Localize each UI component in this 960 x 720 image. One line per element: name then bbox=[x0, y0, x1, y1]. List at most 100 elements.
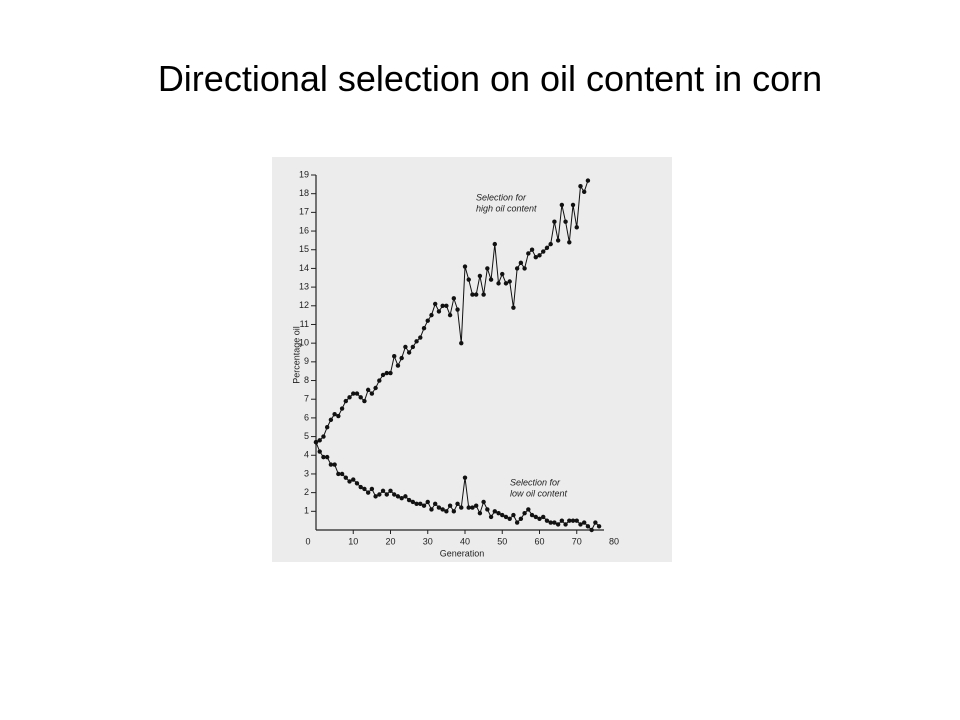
data-point bbox=[481, 292, 486, 297]
data-point bbox=[339, 471, 345, 477]
data-point bbox=[518, 516, 524, 521]
data-point bbox=[559, 518, 565, 523]
y-tick-label: 16 bbox=[299, 225, 309, 235]
data-point bbox=[500, 512, 505, 518]
data-point bbox=[406, 350, 412, 355]
data-point bbox=[533, 514, 538, 520]
annotation: Selection for bbox=[476, 192, 527, 202]
data-point bbox=[555, 522, 561, 527]
data-point bbox=[392, 492, 397, 497]
data-point bbox=[563, 522, 568, 527]
data-point bbox=[421, 503, 427, 508]
data-point bbox=[526, 251, 531, 256]
data-point bbox=[351, 391, 356, 396]
data-point bbox=[574, 225, 579, 230]
data-point bbox=[552, 219, 557, 224]
x-tick-label: 0 bbox=[305, 536, 310, 546]
x-axis-label: Generation bbox=[440, 548, 485, 558]
data-point bbox=[574, 518, 579, 523]
data-point bbox=[421, 326, 427, 331]
data-point bbox=[511, 512, 516, 518]
data-point bbox=[351, 477, 356, 482]
y-tick-label: 2 bbox=[304, 487, 309, 497]
data-point bbox=[526, 507, 531, 512]
data-point bbox=[392, 354, 397, 359]
data-point bbox=[384, 370, 389, 376]
data-point bbox=[578, 522, 583, 527]
data-point bbox=[567, 240, 572, 245]
data-point bbox=[496, 281, 501, 286]
data-point bbox=[492, 241, 497, 247]
x-tick-label: 40 bbox=[460, 536, 470, 546]
data-point bbox=[395, 494, 401, 499]
data-point bbox=[593, 520, 598, 525]
data-point bbox=[354, 481, 360, 486]
data-point bbox=[455, 307, 460, 312]
data-point bbox=[559, 202, 565, 208]
data-point bbox=[462, 264, 468, 269]
data-point bbox=[548, 520, 553, 525]
data-point bbox=[377, 378, 382, 383]
data-point bbox=[462, 475, 468, 480]
data-point bbox=[358, 395, 363, 400]
data-point bbox=[399, 355, 404, 361]
data-point bbox=[384, 492, 389, 497]
data-point bbox=[507, 516, 512, 521]
data-point bbox=[537, 516, 542, 521]
data-point bbox=[324, 425, 330, 430]
data-point bbox=[582, 520, 587, 525]
data-point bbox=[570, 518, 576, 523]
data-point bbox=[514, 520, 520, 525]
data-point bbox=[380, 488, 386, 493]
data-point bbox=[429, 312, 434, 318]
data-point bbox=[328, 462, 334, 467]
data-point bbox=[503, 514, 509, 520]
data-point bbox=[596, 524, 602, 529]
data-point bbox=[492, 509, 497, 514]
y-tick-label: 10 bbox=[299, 338, 309, 348]
y-tick-label: 13 bbox=[299, 281, 309, 291]
data-point bbox=[485, 507, 490, 512]
data-point bbox=[339, 406, 345, 411]
annotation: Selection for bbox=[510, 477, 561, 487]
data-point bbox=[347, 395, 352, 400]
data-point bbox=[537, 253, 542, 258]
y-tick-label: 4 bbox=[304, 450, 309, 460]
x-tick-label: 60 bbox=[534, 536, 544, 546]
y-tick-label: 9 bbox=[304, 356, 309, 366]
data-point bbox=[343, 398, 348, 404]
y-tick-label: 19 bbox=[299, 169, 309, 179]
data-point bbox=[436, 309, 442, 314]
data-point bbox=[418, 335, 423, 340]
annotation: low oil content bbox=[510, 488, 568, 498]
x-tick-label: 10 bbox=[348, 536, 358, 546]
data-point bbox=[570, 202, 576, 208]
data-point bbox=[511, 305, 516, 310]
data-point bbox=[514, 266, 520, 271]
data-point bbox=[477, 510, 483, 516]
data-point bbox=[477, 273, 483, 279]
data-point bbox=[466, 505, 471, 510]
data-point bbox=[459, 340, 464, 346]
data-point bbox=[518, 260, 524, 266]
data-point bbox=[365, 490, 371, 495]
data-point bbox=[533, 255, 538, 260]
data-point bbox=[507, 279, 512, 284]
data-point bbox=[496, 510, 501, 516]
y-axis-label: Percentage oil bbox=[291, 326, 301, 384]
data-point bbox=[414, 501, 419, 507]
data-point bbox=[563, 219, 568, 224]
x-tick-label: 80 bbox=[609, 536, 619, 546]
data-point bbox=[362, 486, 367, 492]
data-point bbox=[425, 318, 430, 323]
data-point bbox=[321, 434, 326, 439]
data-point bbox=[548, 241, 553, 247]
data-point bbox=[541, 514, 546, 520]
data-point bbox=[414, 339, 419, 344]
y-tick-label: 17 bbox=[299, 207, 309, 217]
data-point bbox=[365, 387, 371, 393]
data-point bbox=[447, 312, 453, 318]
data-point bbox=[313, 439, 319, 445]
data-point bbox=[317, 449, 322, 454]
data-point bbox=[373, 385, 378, 391]
